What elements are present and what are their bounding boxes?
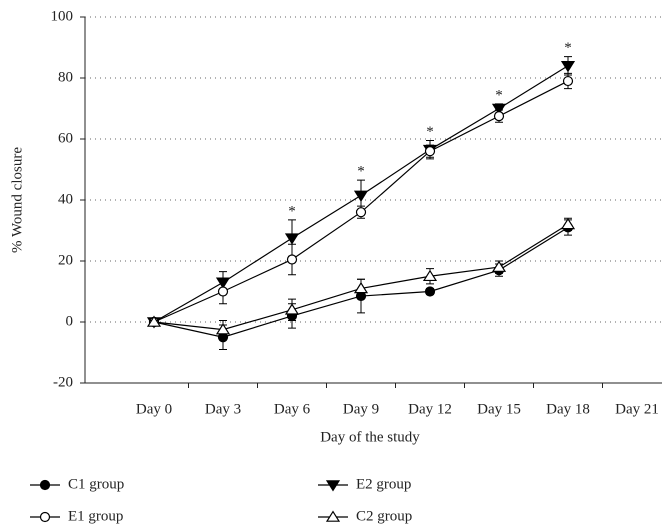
data-point	[215, 323, 231, 335]
y-tick-label: 0	[66, 313, 74, 329]
data-point	[562, 75, 574, 87]
significance-label: *	[357, 164, 365, 180]
data-point	[424, 286, 436, 297]
data-point	[493, 111, 505, 122]
data-point	[491, 103, 507, 116]
legend-label: C1 group	[68, 476, 124, 492]
x-tick-label: Day 15	[477, 401, 521, 417]
legend-marker	[325, 510, 341, 522]
legend-marker	[325, 480, 341, 492]
significance-label: *	[426, 124, 434, 140]
x-axis-label: Day of the study	[320, 429, 420, 445]
y-tick-label: 60	[58, 130, 73, 146]
significance-label: *	[564, 40, 572, 56]
legend-label: C2 group	[356, 508, 412, 524]
data-point	[284, 233, 300, 245]
significance-label: *	[288, 203, 296, 219]
data-point	[424, 146, 436, 157]
data-point	[217, 286, 229, 297]
data-point	[355, 207, 367, 218]
data-point	[353, 281, 369, 294]
x-tick-label: Day 9	[343, 401, 379, 417]
significance-label: *	[495, 87, 503, 103]
data-point	[284, 303, 300, 315]
data-point	[353, 190, 369, 202]
legend-label: E1 group	[68, 508, 123, 524]
y-tick-label: -20	[53, 374, 73, 390]
x-tick-label: Day 0	[136, 401, 172, 417]
data-point	[146, 315, 162, 327]
y-axis-label: % Wound closure	[9, 147, 25, 253]
x-tick-label: Day 21	[615, 401, 659, 417]
legend-marker	[39, 479, 51, 491]
y-tick-label: 80	[58, 69, 73, 85]
y-tick-label: 20	[58, 252, 73, 268]
x-tick-label: Day 6	[274, 401, 311, 417]
x-tick-label: Day 18	[546, 401, 590, 417]
x-tick-label: Day 3	[205, 401, 241, 417]
data-point	[286, 254, 298, 265]
legend-label: E2 group	[356, 476, 411, 492]
data-point	[422, 269, 438, 282]
data-point	[491, 260, 507, 272]
y-tick-label: 100	[51, 8, 74, 24]
data-point	[560, 60, 576, 73]
legend-marker	[39, 511, 51, 523]
x-tick-label: Day 12	[408, 401, 452, 417]
y-tick-label: 40	[58, 191, 73, 207]
data-point	[560, 217, 576, 230]
series-line	[153, 223, 569, 331]
